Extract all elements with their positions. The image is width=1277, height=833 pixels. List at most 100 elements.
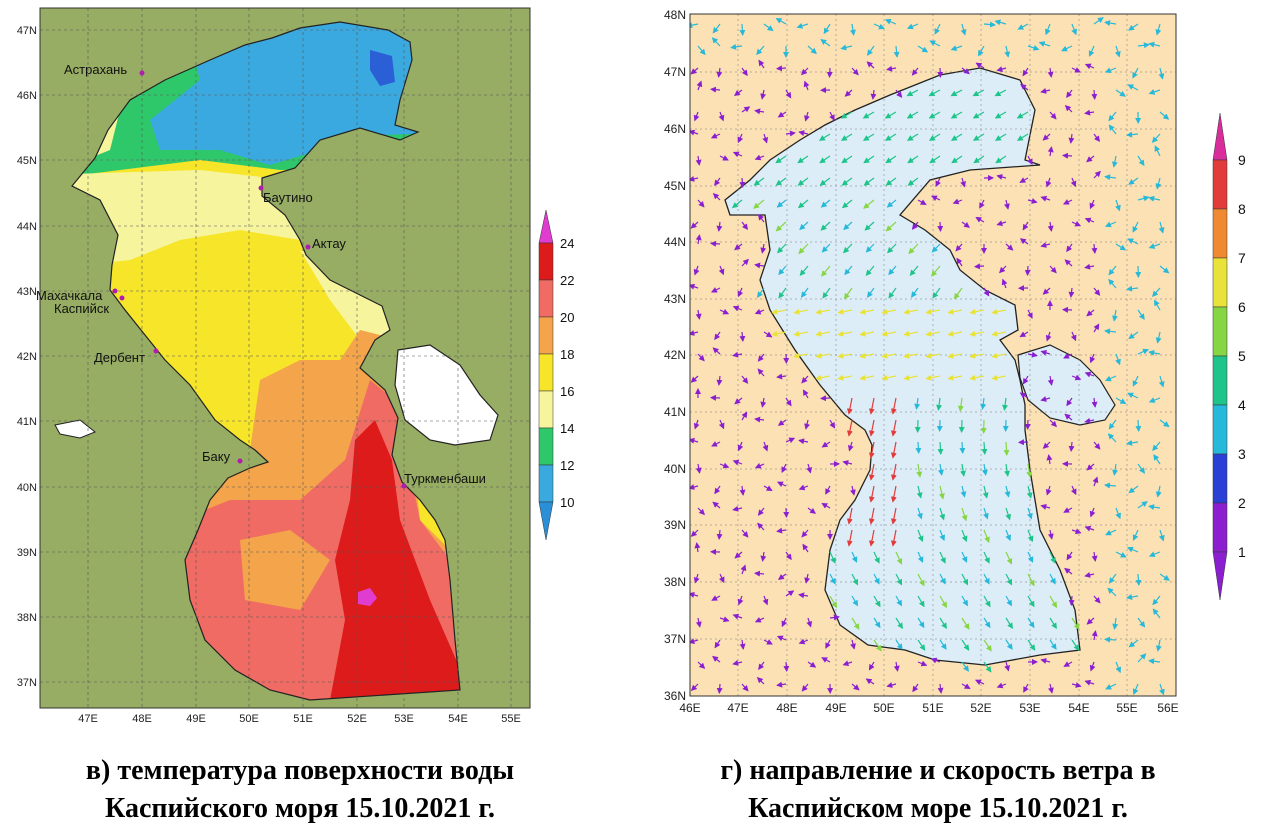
wind-arrow (798, 638, 809, 645)
wind-arrow (1093, 441, 1101, 450)
wind-arrow (732, 505, 743, 512)
wind-arrow (843, 243, 853, 254)
wind-arrow (935, 177, 941, 188)
lat-label: 44N (664, 235, 686, 249)
wind-arrow (718, 573, 725, 584)
wind-arrow (710, 86, 721, 93)
wind-arrow (1092, 476, 1099, 487)
wind-arrow (1063, 199, 1073, 205)
wind-arrow (734, 89, 743, 97)
wind-arrow (846, 419, 853, 437)
wind-arrow (881, 352, 897, 359)
wind-arrow (1086, 463, 1095, 471)
wind-arrow (1154, 145, 1161, 157)
wind-arrow (1105, 529, 1117, 536)
wind-arrow (1158, 375, 1165, 388)
wind-arrow (912, 683, 919, 693)
lat-label: 40N (664, 462, 686, 476)
wind-arrow (1049, 617, 1057, 630)
wind-arrow (859, 352, 875, 359)
wind-arrow (757, 507, 765, 516)
wind-arrow (697, 507, 706, 516)
wind-arrow (909, 265, 919, 276)
wind-arrow (763, 331, 773, 338)
wind-arrow (757, 522, 765, 531)
wind-arrow (822, 287, 831, 299)
colorbar-label: 24 (560, 236, 574, 251)
wind-arrow (1104, 174, 1117, 181)
wind-arrow (829, 419, 836, 429)
wind-arrow (734, 243, 743, 251)
wind-arrow (1019, 238, 1029, 245)
wind-arrow (1003, 441, 1010, 456)
wind-map: 48N 47N 46N 45N 44N 43N 42N 41N 40N 39N … (664, 8, 1246, 715)
wind-arrow (821, 441, 831, 448)
wind-arrow (1005, 529, 1012, 542)
wind-arrow (881, 330, 897, 337)
wind-arrow (867, 45, 875, 56)
wind-arrow (1061, 45, 1073, 52)
wind-arrow (1093, 170, 1101, 179)
wind-arrow (760, 397, 767, 408)
wind-arrow (865, 243, 875, 253)
wind-arrow (1152, 595, 1161, 606)
lon-label: 55E (1116, 701, 1137, 715)
wind-arrow (983, 287, 990, 297)
wind-arrow (1153, 454, 1161, 465)
wind-arrow (840, 111, 853, 119)
wind-arrow (804, 111, 810, 122)
wind-arrow (1084, 217, 1095, 224)
wind-arrow (1045, 23, 1051, 36)
wind-arrow (796, 22, 809, 29)
wind-arrow (890, 485, 897, 503)
wind-arrow (1004, 45, 1011, 58)
wind-arrow (1148, 243, 1161, 249)
wind-arrow (859, 374, 875, 381)
wind-arrow (1112, 309, 1118, 322)
wind-arrow (1084, 679, 1095, 686)
wind-arrow (1115, 507, 1121, 520)
wind-arrow (712, 655, 721, 663)
wind-arrow (991, 308, 1007, 315)
wind-arrow (719, 155, 729, 161)
colorbar-label: 22 (560, 273, 574, 288)
city-makhachkala: Махачкала (36, 288, 103, 303)
wind-arrow (939, 595, 948, 609)
wind-arrow (819, 177, 831, 186)
wind-arrow (730, 43, 743, 50)
wind-arrow (821, 243, 831, 253)
wind-arrow (837, 374, 853, 381)
wind-arrow (979, 199, 985, 209)
city-derbent: Дербент (94, 350, 145, 365)
wind-arrow (895, 617, 903, 630)
wind-arrow (1148, 504, 1161, 511)
wind-arrow (1132, 221, 1139, 233)
wind-caption: г) направление и скорость ветра в Каспий… (658, 752, 1218, 828)
wind-arrow (928, 89, 941, 97)
wind-arrow (873, 639, 882, 652)
wind-arrow (714, 331, 721, 341)
wind-arrow (1093, 595, 1101, 604)
wind-arrow (1137, 463, 1145, 474)
wind-arrow (771, 308, 787, 315)
wind-arrow (1159, 573, 1170, 581)
wind-arrow (776, 527, 787, 534)
wind-arrow (840, 44, 853, 51)
wind-arrow (1086, 617, 1095, 625)
wind-arrow (825, 485, 831, 495)
wind-arrow (863, 155, 875, 164)
wind-arrow (1158, 221, 1165, 234)
wind-arrow (906, 111, 919, 119)
wind-arrow (1027, 507, 1033, 520)
wind-arrow (886, 65, 897, 72)
wind-arrow (969, 308, 985, 315)
wind-arrow (1093, 287, 1101, 296)
wind-arrow (1023, 683, 1029, 693)
wind-arrow (846, 529, 853, 547)
wind-arrow (739, 23, 746, 36)
wind-arrow (960, 177, 966, 188)
wind-arrow (757, 353, 765, 362)
lat-label: 38N (17, 612, 37, 624)
wind-arrow (868, 661, 875, 671)
wind-arrow (847, 441, 854, 452)
